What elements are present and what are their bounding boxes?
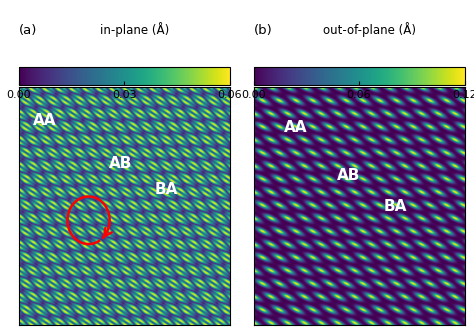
Text: (a): (a) bbox=[19, 24, 37, 37]
Text: (b): (b) bbox=[254, 24, 273, 37]
Text: AB: AB bbox=[337, 168, 360, 183]
Text: BA: BA bbox=[383, 199, 407, 213]
Text: AA: AA bbox=[284, 120, 308, 135]
Text: AA: AA bbox=[33, 113, 56, 128]
Text: out-of-plane (Å): out-of-plane (Å) bbox=[323, 22, 416, 37]
Text: AB: AB bbox=[109, 156, 132, 171]
Text: BA: BA bbox=[155, 182, 178, 197]
Text: in-plane (Å): in-plane (Å) bbox=[100, 22, 170, 37]
